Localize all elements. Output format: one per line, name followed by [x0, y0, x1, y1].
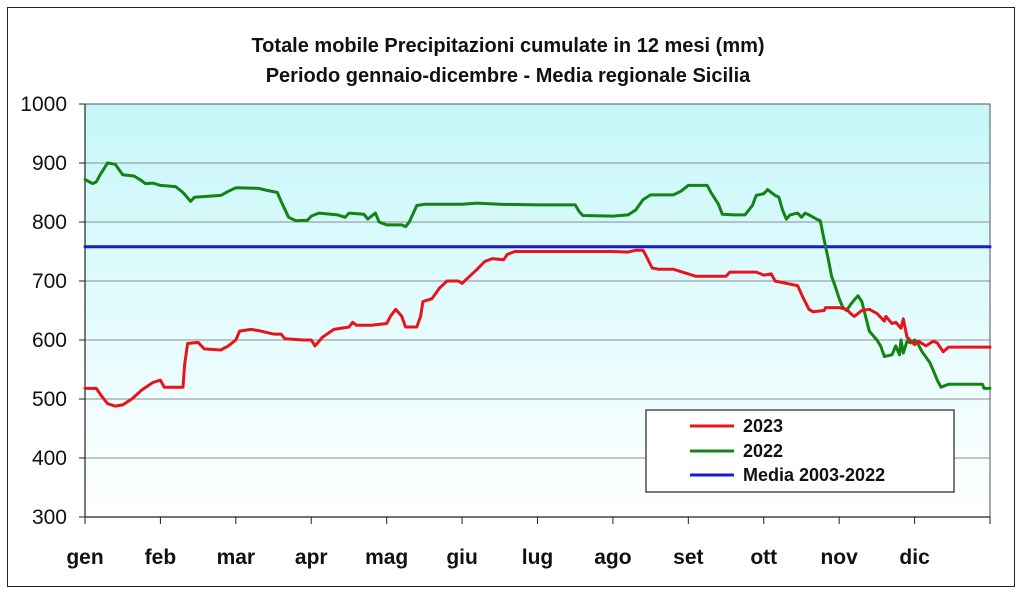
y-tick-label: 600 — [32, 329, 67, 352]
x-tick-label-nov: nov — [820, 546, 858, 569]
chart-subtitle: Periodo gennaio-dicembre - Media regiona… — [266, 65, 751, 87]
x-tick-label-apr: apr — [295, 546, 328, 569]
x-tick-label-gen: gen — [66, 546, 103, 569]
chart-title: Totale mobile Precipitazioni cumulate in… — [251, 35, 764, 57]
x-tick-label-ott: ott — [750, 546, 777, 569]
legend-label-2022: 2022 — [743, 441, 783, 461]
series-line-2023 — [83, 248, 992, 408]
y-tick-label: 300 — [32, 506, 67, 529]
y-tick-labels: 300 400 500 600 700 800 900 1000 — [20, 93, 85, 529]
series-lines — [83, 161, 992, 408]
y-tick-label: 500 — [32, 388, 67, 411]
y-tick-label: 700 — [32, 270, 67, 293]
series-line-2022 — [83, 161, 992, 390]
x-tick-label-giu: giu — [446, 546, 478, 569]
x-tick-label-mag: mag — [365, 546, 408, 569]
x-tick-label-mar: mar — [217, 546, 256, 569]
legend-label-media: Media 2003-2022 — [743, 465, 885, 485]
x-tick-label-set: set — [673, 546, 703, 569]
x-tick-labels: gen feb mar apr mag giu lug ago set ott nov dic — [66, 517, 991, 569]
x-tick-label-dic: dic — [899, 546, 930, 569]
y-tick-label: 800 — [32, 211, 67, 234]
gridlines — [85, 162, 990, 459]
y-tick-label: 400 — [32, 447, 67, 470]
x-tick-label-lug: lug — [522, 546, 554, 569]
x-tick-label-ago: ago — [594, 546, 631, 569]
y-tick-label: 1000 — [20, 93, 67, 116]
legend-label-2023: 2023 — [743, 416, 783, 436]
x-tick-label-feb: feb — [145, 546, 177, 569]
legend: 2023 2022 Media 2003-2022 — [645, 409, 955, 493]
y-tick-label: 900 — [32, 152, 67, 175]
